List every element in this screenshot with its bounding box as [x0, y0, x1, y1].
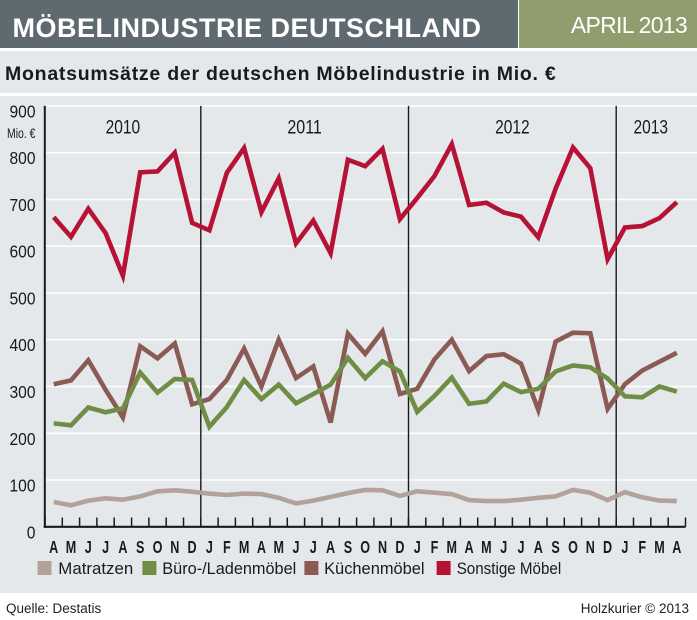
svg-text:A: A: [49, 538, 58, 558]
svg-text:A: A: [534, 538, 543, 558]
svg-text:D: D: [395, 538, 404, 558]
svg-text:400: 400: [10, 335, 36, 355]
svg-text:J: J: [85, 538, 92, 558]
svg-text:S: S: [344, 538, 352, 558]
svg-text:J: J: [206, 538, 213, 558]
svg-text:M: M: [481, 538, 491, 558]
svg-text:J: J: [517, 538, 524, 558]
svg-text:S: S: [551, 538, 559, 558]
svg-text:100: 100: [10, 476, 36, 496]
svg-text:O: O: [568, 538, 578, 558]
svg-text:M: M: [273, 538, 283, 558]
svg-text:F: F: [223, 538, 231, 558]
svg-text:200: 200: [10, 429, 36, 449]
svg-text:A: A: [326, 538, 335, 558]
svg-text:2010: 2010: [106, 118, 141, 139]
svg-text:A: A: [118, 538, 127, 558]
svg-text:800: 800: [10, 148, 36, 168]
svg-text:0: 0: [27, 522, 36, 542]
svg-text:A: A: [672, 538, 681, 558]
svg-text:M: M: [239, 538, 249, 558]
svg-text:J: J: [102, 538, 109, 558]
svg-text:M: M: [654, 538, 664, 558]
svg-text:700: 700: [10, 195, 36, 215]
svg-text:900: 900: [10, 101, 36, 121]
svg-text:J: J: [292, 538, 299, 558]
svg-text:D: D: [188, 538, 197, 558]
svg-text:O: O: [153, 538, 163, 558]
svg-text:N: N: [586, 538, 595, 558]
svg-text:Mio. €: Mio. €: [7, 126, 36, 141]
svg-text:J: J: [310, 538, 317, 558]
svg-text:J: J: [500, 538, 507, 558]
svg-text:600: 600: [10, 242, 36, 262]
svg-text:A: A: [257, 538, 266, 558]
svg-text:S: S: [136, 538, 144, 558]
svg-text:N: N: [378, 538, 387, 558]
svg-text:O: O: [360, 538, 370, 558]
svg-text:N: N: [170, 538, 179, 558]
svg-text:F: F: [431, 538, 439, 558]
svg-text:M: M: [447, 538, 457, 558]
svg-text:A: A: [465, 538, 474, 558]
svg-text:2011: 2011: [287, 118, 322, 139]
svg-text:Matratzen: Matratzen: [58, 559, 133, 578]
svg-text:D: D: [603, 538, 612, 558]
svg-text:2012: 2012: [495, 118, 530, 139]
svg-text:2013: 2013: [634, 118, 669, 139]
svg-text:Büro-/Ladenmöbel: Büro-/Ladenmöbel: [162, 559, 296, 578]
svg-text:Sonstige Möbel: Sonstige Möbel: [457, 559, 562, 578]
svg-text:500: 500: [10, 289, 36, 309]
svg-text:M: M: [66, 538, 76, 558]
svg-text:J: J: [621, 538, 628, 558]
svg-text:300: 300: [10, 382, 36, 402]
svg-text:F: F: [638, 538, 646, 558]
svg-text:Küchenmöbel: Küchenmöbel: [324, 559, 425, 578]
svg-text:J: J: [414, 538, 421, 558]
